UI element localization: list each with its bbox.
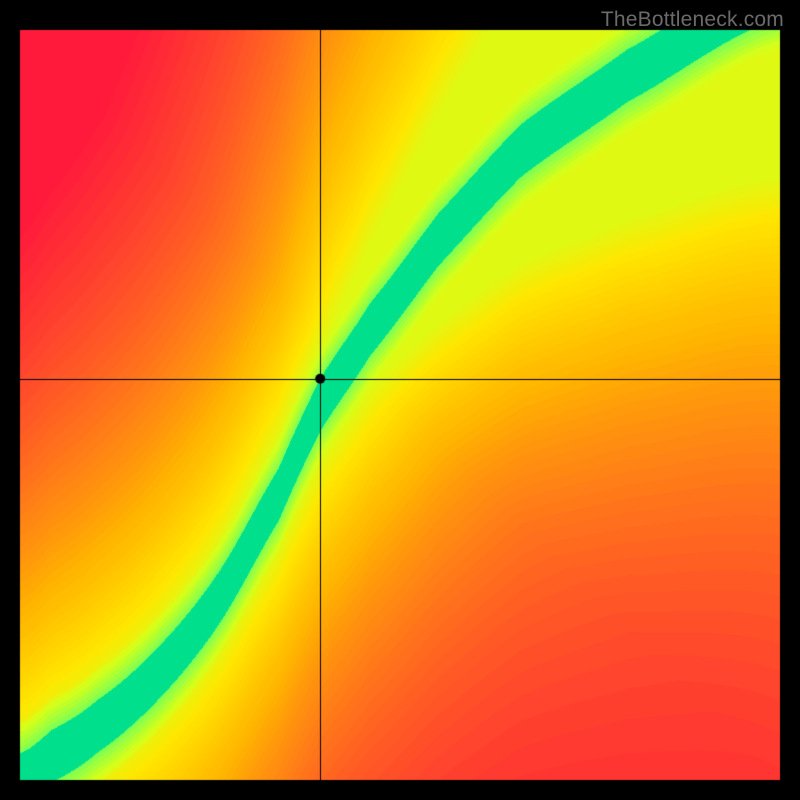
heatmap-canvas — [0, 0, 800, 800]
chart-container: TheBottleneck.com — [0, 0, 800, 800]
watermark-text: TheBottleneck.com — [601, 8, 784, 32]
